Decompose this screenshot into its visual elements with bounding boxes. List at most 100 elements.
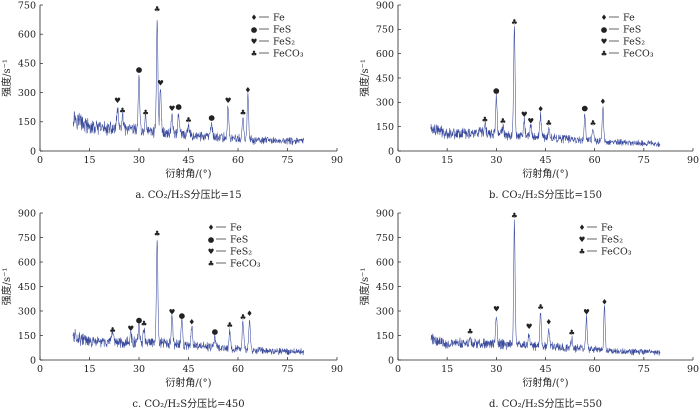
y-tick-label: 600 bbox=[18, 30, 36, 41]
peak-marker: ♦ bbox=[599, 97, 606, 106]
x-tick-label: 75 bbox=[281, 364, 293, 375]
legend-symbol: ● bbox=[251, 25, 258, 34]
panel-caption: d. CO₂/H₂S分压比=550 bbox=[489, 398, 602, 410]
panel-d: 0 150 300 450 600 750 900 0 15 30 45 60 75 90 衍射角/(°) 强… bbox=[358, 208, 699, 410]
panel-caption: c. CO₂/H₂S分压比=450 bbox=[132, 398, 244, 410]
x-tick-label: 60 bbox=[589, 364, 601, 375]
peak-marker: ● bbox=[493, 86, 500, 95]
y-tick-label: 600 bbox=[376, 49, 394, 60]
x-tick-label: 30 bbox=[133, 364, 145, 375]
y-tick-label: 750 bbox=[376, 25, 394, 36]
peak-marker: ♣ bbox=[545, 118, 552, 127]
x-axis-label: 衍射角/(°) bbox=[522, 167, 568, 180]
peak-marker: ♣ bbox=[568, 328, 575, 337]
peak-marker: ♥ bbox=[527, 117, 534, 126]
y-tick-label: 900 bbox=[18, 208, 36, 219]
peak-marker: ♣ bbox=[467, 327, 474, 336]
legend-symbol: ♣ bbox=[601, 49, 608, 58]
panel-a: 0 150 300 450 600 750 0 15 30 45 60 75 90 衍射角/(°) 强度/s… bbox=[0, 0, 343, 201]
peak-marker: ♥ bbox=[526, 322, 533, 331]
y-axis-label: 强度/s⁻¹ bbox=[358, 59, 371, 97]
y-tick-label: 300 bbox=[18, 88, 36, 99]
x-tick-label: 45 bbox=[182, 155, 194, 166]
y-tick-label: 600 bbox=[376, 257, 394, 268]
x-tick-label: 30 bbox=[133, 155, 145, 166]
legend-label: Fe bbox=[623, 12, 635, 23]
y-tick-label: 900 bbox=[376, 0, 394, 11]
legend-label: Fe bbox=[273, 12, 285, 23]
legend-label: Fe bbox=[601, 222, 613, 233]
panel-b: 0 150 300 450 600 750 900 0 15 30 45 60 75 90 衍射角/(°) 强… bbox=[358, 0, 699, 201]
legend-label: FeCO₃ bbox=[230, 258, 261, 269]
legend-label: FeS₂ bbox=[601, 234, 623, 245]
y-tick-label: 300 bbox=[376, 306, 394, 317]
y-tick-label: 900 bbox=[376, 208, 394, 219]
peak-marker: ♣ bbox=[142, 108, 149, 117]
x-tick-label: 0 bbox=[395, 364, 401, 375]
peak-marker: ♣ bbox=[511, 211, 518, 220]
y-axis-label: 强度/s⁻¹ bbox=[358, 268, 371, 306]
panel-caption: b. CO₂/H₂S分压比=150 bbox=[489, 189, 602, 201]
y-tick-label: 0 bbox=[388, 146, 394, 157]
panel-caption: a. CO₂/H₂S分压比=15 bbox=[135, 189, 241, 201]
y-tick-label: 0 bbox=[30, 146, 36, 157]
peak-marker: ♥ bbox=[169, 104, 176, 113]
peak-marker: ♦ bbox=[537, 105, 544, 114]
peak-marker: ♥ bbox=[127, 324, 134, 333]
legend-symbol: ♣ bbox=[208, 259, 215, 268]
x-tick-label: 75 bbox=[281, 155, 293, 166]
peak-marker: ♣ bbox=[240, 312, 247, 321]
peak-marker: ♣ bbox=[500, 117, 507, 126]
x-axis-label: 衍射角/(°) bbox=[165, 376, 211, 389]
peak-marker: ♣ bbox=[240, 108, 247, 117]
legend-symbol: ● bbox=[601, 25, 608, 34]
x-tick-label: 90 bbox=[331, 155, 343, 166]
legend-label: FeS₂ bbox=[273, 36, 295, 47]
x-tick-label: 60 bbox=[232, 364, 244, 375]
peak-marker: ♥ bbox=[157, 79, 164, 88]
y-tick-label: 750 bbox=[376, 233, 394, 244]
peak-marker: ♦ bbox=[245, 86, 252, 95]
x-tick-label: 45 bbox=[182, 364, 194, 375]
peak-marker: ♦ bbox=[188, 317, 195, 326]
y-tick-label: 300 bbox=[18, 306, 36, 317]
peak-marker: ● bbox=[175, 102, 182, 111]
y-tick-label: 150 bbox=[376, 331, 394, 342]
peak-marker: ● bbox=[212, 327, 219, 336]
x-tick-label: 45 bbox=[539, 364, 551, 375]
legend-symbol: ♦ bbox=[579, 223, 586, 232]
x-tick-label: 90 bbox=[331, 364, 343, 375]
legend-symbol: ♥ bbox=[601, 37, 608, 46]
y-axis-label: 强度/s⁻¹ bbox=[0, 59, 13, 97]
legend-symbol: ♣ bbox=[579, 247, 586, 256]
x-axis-label: 衍射角/(°) bbox=[522, 376, 568, 389]
x-tick-label: 15 bbox=[441, 155, 453, 166]
xrd-trace bbox=[72, 240, 305, 356]
legend-symbol: ♦ bbox=[208, 223, 215, 232]
peak-marker: ♣ bbox=[141, 319, 148, 328]
x-axis-label: 衍射角/(°) bbox=[165, 167, 211, 180]
y-tick-label: 450 bbox=[376, 73, 394, 84]
x-tick-label: 90 bbox=[687, 364, 699, 375]
legend-label: FeCO₃ bbox=[601, 246, 632, 257]
legend-symbol: ● bbox=[208, 235, 215, 244]
legend-symbol: ♥ bbox=[579, 235, 586, 244]
x-tick-label: 45 bbox=[539, 155, 551, 166]
x-tick-label: 75 bbox=[638, 155, 650, 166]
panel-c: 0 150 300 450 600 750 900 0 15 30 45 60 75 90 衍射角/(°) 强… bbox=[0, 208, 343, 410]
xrd-trace bbox=[430, 219, 661, 356]
legend-label: FeS₂ bbox=[230, 246, 252, 257]
peak-marker: ● bbox=[136, 316, 143, 325]
legend-symbol: ♣ bbox=[251, 49, 258, 58]
peak-marker: ♥ bbox=[493, 304, 500, 313]
x-tick-label: 90 bbox=[687, 155, 699, 166]
peak-marker: ♦ bbox=[601, 298, 608, 307]
peak-marker: ♣ bbox=[481, 115, 488, 124]
y-tick-label: 450 bbox=[18, 59, 36, 70]
peak-marker: ♣ bbox=[590, 118, 597, 127]
peak-marker: ♣ bbox=[185, 116, 192, 125]
peak-marker: ♣ bbox=[154, 5, 161, 14]
legend-label: FeS bbox=[623, 24, 641, 35]
peak-marker: ♥ bbox=[114, 96, 121, 105]
